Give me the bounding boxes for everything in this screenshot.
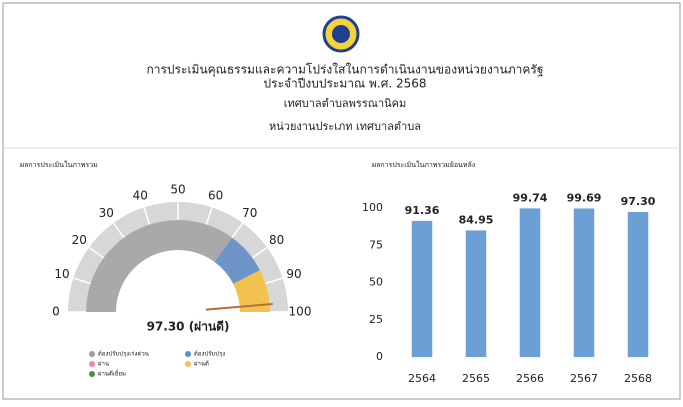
gauge-tick (112, 222, 125, 239)
legend-label: ต้องปรับปรุง (194, 351, 225, 358)
bar (519, 208, 541, 357)
legend-swatch (89, 361, 95, 367)
gauge-tick (231, 222, 244, 239)
gauge-tick-label: 60 (208, 188, 223, 202)
gauge-tick (143, 207, 151, 225)
title: การประเมินคุณธรรมและความโปร่งใสในการดำเน… (146, 63, 543, 78)
legend-label: ผ่าน (98, 361, 109, 368)
legend-label: ผ่านดี (194, 360, 209, 368)
value-label: 99.74 (513, 191, 548, 204)
bar (465, 230, 487, 357)
gauge-needle (205, 302, 273, 311)
logo-center (332, 25, 350, 43)
value-label: 99.69 (567, 191, 602, 204)
gauge-title: ผลการประเมินในภาพรวม (20, 160, 98, 169)
gauge-value-label: 97.30 (ผ่านดี) (147, 320, 230, 334)
value-label: 97.30 (621, 195, 656, 208)
category: หน่วยงานประเภท เทศบาลตำบล (269, 120, 421, 133)
legend-swatch (185, 351, 191, 357)
x-tick-label: 2568 (624, 372, 652, 385)
legend-swatch (185, 361, 191, 367)
x-tick-label: 2566 (516, 372, 544, 385)
gauge-band (233, 270, 270, 312)
y-tick-label: 100 (362, 201, 383, 214)
y-tick-label: 0 (376, 350, 383, 363)
gauge-tick (265, 277, 283, 285)
bar-title: ผลการประเมินในภาพรวมย้อนหลัง (372, 160, 475, 169)
gauge-tick (73, 277, 91, 285)
bar (411, 220, 433, 357)
gauge-tick-label: 100 (289, 305, 312, 319)
gauge-tick (88, 246, 105, 259)
gauge-tick-label: 40 (133, 188, 148, 202)
x-tick-label: 2565 (462, 372, 490, 385)
gauge-tick (251, 246, 268, 259)
bar (573, 208, 595, 357)
y-tick-label: 25 (369, 313, 383, 326)
bar (627, 212, 649, 357)
gauge-outer-ring (68, 202, 288, 312)
gauge-band (214, 237, 260, 284)
legend-label: ผ่านดีเยี่ยม (98, 370, 126, 378)
x-tick-label: 2564 (408, 372, 436, 385)
gauge-tick-label: 70 (242, 206, 257, 220)
gauge-tick-label: 80 (269, 233, 284, 247)
y-tick-label: 50 (369, 276, 383, 289)
frame (2, 2, 681, 400)
y-tick-label: 75 (369, 238, 383, 251)
subtitle: ประจำปีงบประมาณ พ.ศ. 2568 (264, 77, 427, 91)
gauge-tick-label: 90 (286, 267, 301, 281)
gauge-tick-label: 30 (99, 206, 114, 220)
x-tick-label: 2567 (570, 372, 598, 385)
gauge-band (86, 220, 233, 312)
value-label: 84.95 (459, 213, 494, 226)
value-label: 91.36 (405, 204, 440, 217)
gauge-tick-label: 0 (52, 305, 60, 319)
legend-swatch (89, 371, 95, 377)
gauge-tick (205, 207, 213, 225)
legend-swatch (89, 351, 95, 357)
gauge-tick-label: 20 (72, 233, 87, 247)
organization: เทศบาลตำบลพรรณานิคม (284, 97, 407, 110)
legend-label: ต้องปรับปรุงเร่งด่วน (98, 351, 149, 358)
gauge-tick-label: 10 (54, 267, 69, 281)
gauge-tick-label: 50 (170, 183, 185, 197)
